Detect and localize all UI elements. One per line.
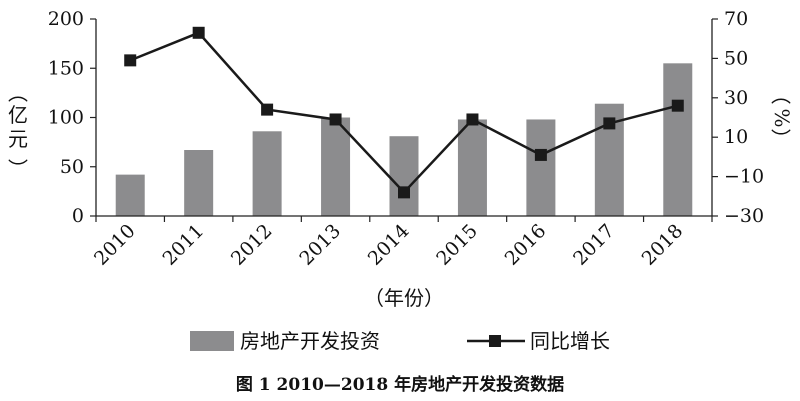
x-tick-label-2013: 2013: [295, 220, 345, 270]
x-tick-label-2018: 2018: [638, 220, 688, 270]
growth-marker-2011: [192, 26, 205, 39]
bar-2015: [457, 119, 487, 216]
right-axis-title-char: %: [770, 108, 794, 127]
x-axis-title: （年份）: [364, 286, 444, 310]
right-tick-label: 10: [724, 126, 748, 148]
right-tick-label: 30: [724, 87, 748, 109]
left-axis-title-char: 亿: [8, 103, 28, 127]
right-tick-label: 70: [724, 8, 748, 30]
x-tick-label-2014: 2014: [364, 220, 414, 270]
growth-marker-2018: [671, 99, 684, 112]
x-tick-label-2016: 2016: [501, 220, 551, 270]
bar-2012: [252, 131, 282, 216]
right-tick-label: −10: [724, 166, 764, 188]
left-tick-label: 150: [48, 57, 84, 79]
growth-marker-2017: [603, 117, 616, 130]
x-tick-label-2011: 2011: [158, 220, 208, 270]
x-tick-label-2012: 2012: [227, 220, 277, 270]
left-tick-label: 50: [60, 156, 84, 178]
x-tick-label-2010: 2010: [90, 220, 140, 270]
growth-marker-2013: [329, 113, 342, 126]
legend-bar-label: 房地产开发投资: [240, 329, 380, 353]
bar-2016: [526, 119, 556, 216]
growth-marker-2014: [398, 186, 410, 199]
x-tick-label-2015: 2015: [432, 220, 482, 270]
line-series: [124, 26, 684, 199]
left-axis-title-paren: ︶: [8, 157, 28, 181]
growth-marker-2012: [261, 103, 274, 116]
right-tick-label: −30: [724, 205, 764, 227]
growth-marker-2015: [466, 113, 479, 126]
left-tick-label: 0: [72, 205, 84, 227]
legend-bar-swatch: [190, 331, 234, 351]
left-tick-label: 200: [48, 8, 84, 30]
left-axis-title-char: 元: [8, 127, 28, 151]
right-axis-title-paren: ︵: [771, 83, 791, 107]
legend: 房地产开发投资 同比增长: [190, 329, 610, 353]
x-tick-label-2017: 2017: [569, 220, 619, 270]
bar-2018: [663, 63, 693, 217]
chart-title: 图 1 2010—2018 年房地产开发投资数据: [236, 374, 564, 395]
right-axis-title-paren: ︶: [771, 127, 791, 151]
left-axis-title-paren: ︵: [8, 81, 28, 105]
bar-series: [115, 63, 693, 217]
left-axis-title: ︵亿元 ︶: [8, 81, 28, 181]
right-tick-label: 50: [724, 47, 748, 69]
bar-2014: [389, 136, 419, 216]
growth-marker-2016: [534, 148, 547, 161]
legend-line-marker: [489, 335, 501, 347]
axes: [90, 18, 718, 222]
growth-marker-2010: [124, 54, 137, 67]
bar-2013: [321, 117, 351, 216]
right-axis-title: ︵%︶: [770, 83, 794, 151]
bar-2011: [184, 150, 214, 216]
bar-2010: [115, 174, 145, 216]
legend-line-label: 同比增长: [530, 329, 610, 353]
left-tick-label: 100: [48, 107, 84, 129]
